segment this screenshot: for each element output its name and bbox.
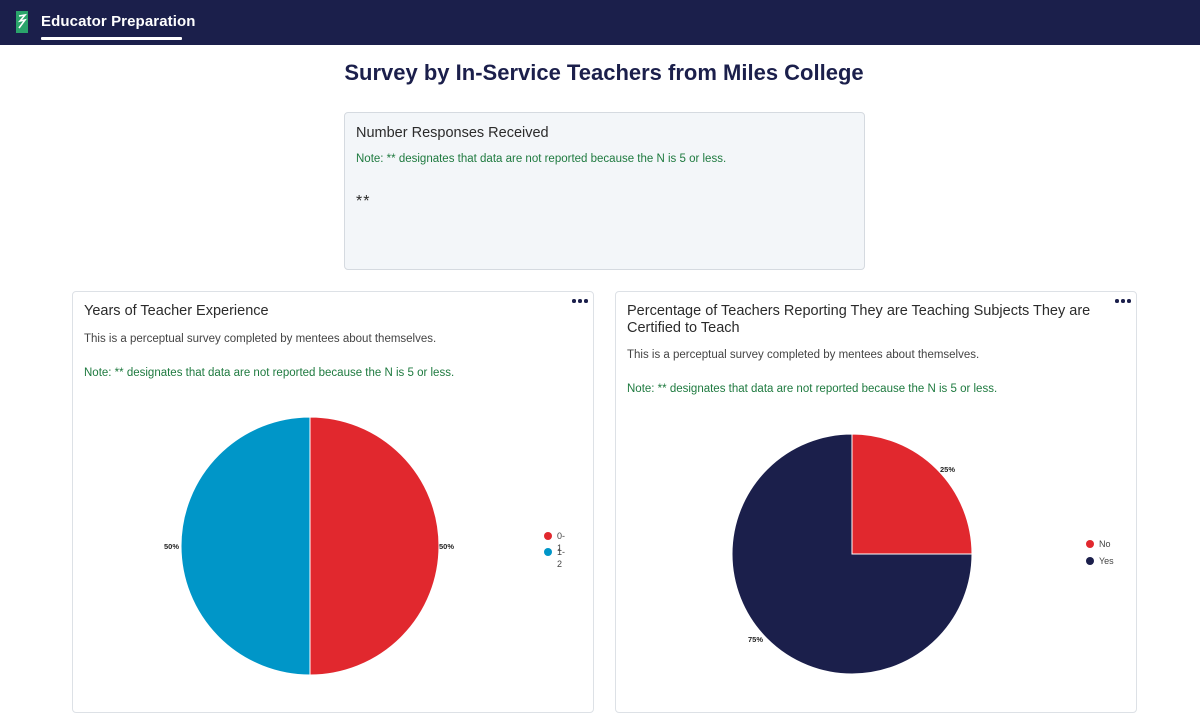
responses-card: Number Responses Received Note: ** desig…: [344, 112, 865, 270]
chart-card-title: Percentage of Teachers Reporting They ar…: [627, 303, 1091, 336]
app-title-tab[interactable]: Educator Preparation: [41, 13, 196, 30]
pie-slice-no[interactable]: [851, 433, 973, 555]
chart-card-teacher-experience: Years of Teacher Experience This is a pe…: [72, 291, 594, 713]
legend-swatch: [544, 532, 552, 540]
legend-swatch: [1086, 540, 1094, 548]
chart-card-description: This is a perceptual survey completed by…: [84, 333, 437, 345]
page-title: Survey by In-Service Teachers from Miles…: [344, 60, 864, 85]
chart-card-note: Note: ** designates that data are not re…: [627, 383, 998, 395]
pie-slice-yes[interactable]: [731, 433, 973, 675]
legend-label: No: [1099, 539, 1111, 549]
slice-label: 25%: [940, 465, 956, 474]
pie-slice-1-2[interactable]: [180, 416, 311, 676]
chart-card-note: Note: ** designates that data are not re…: [84, 367, 455, 379]
responses-note: Note: ** designates that data are not re…: [356, 153, 727, 165]
chart-card-description: This is a perceptual survey completed by…: [627, 349, 980, 361]
active-tab-indicator: [41, 37, 182, 40]
legend-label: 1-2: [557, 547, 566, 569]
slice-label: 50%: [439, 542, 455, 551]
chart-card-certified-subjects: Percentage of Teachers Reporting They ar…: [615, 291, 1137, 713]
more-options-icon[interactable]: [572, 297, 588, 305]
slice-label: 75%: [748, 635, 764, 644]
responses-card-title: Number Responses Received: [356, 125, 549, 141]
top-navigation-bar: Educator Preparation: [0, 0, 1200, 45]
logo-icon: [16, 11, 28, 33]
pie-chart-teacher-experience: [180, 416, 440, 676]
pie-chart-certified-subjects: [731, 433, 973, 675]
responses-value: **: [356, 193, 371, 210]
slice-label: 50%: [164, 542, 180, 551]
pie-slice-0-1[interactable]: [309, 416, 440, 676]
legend-label: Yes: [1099, 556, 1114, 566]
chart-card-title: Years of Teacher Experience: [84, 303, 269, 319]
legend-swatch: [544, 548, 552, 556]
legend-label: 0-1: [557, 531, 566, 553]
more-options-icon[interactable]: [1115, 297, 1131, 305]
legend-swatch: [1086, 557, 1094, 565]
